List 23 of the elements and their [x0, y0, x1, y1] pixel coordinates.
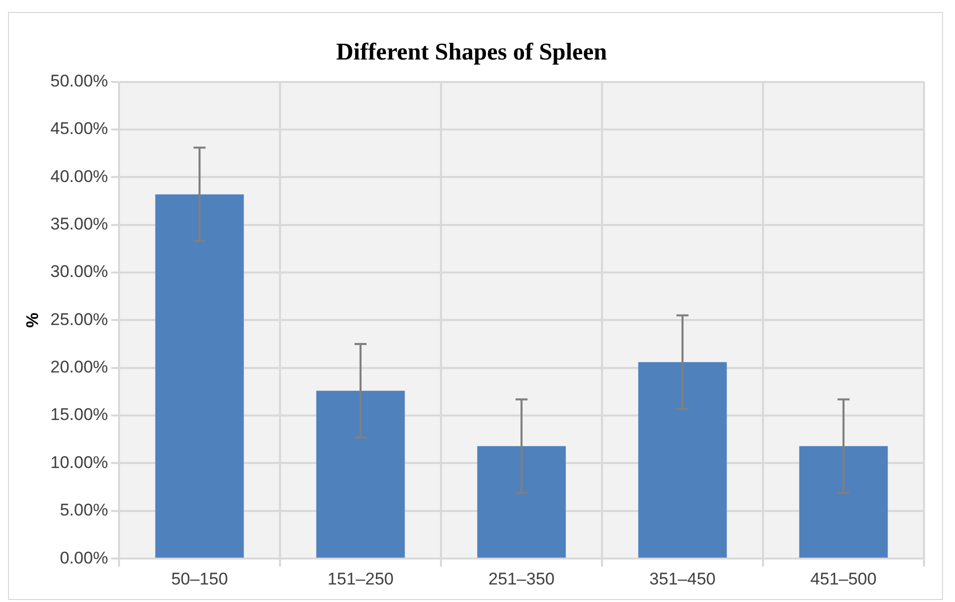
y-axis-title: % [22, 312, 42, 328]
y-tick-label: 25.00% [50, 310, 108, 329]
bar [799, 446, 888, 558]
bar [477, 446, 566, 558]
chart-title: Different Shapes of Spleen [336, 40, 607, 66]
y-tick-label: 45.00% [50, 119, 108, 138]
x-tick-label: 451–500 [810, 569, 877, 588]
y-tick-label: 5.00% [60, 500, 108, 520]
x-tick-label: 351–450 [649, 569, 716, 588]
x-tick-label: 50–150 [171, 569, 228, 588]
bar [316, 390, 405, 558]
y-tick-label: 35.00% [50, 214, 108, 234]
x-tick-label: 151–250 [327, 569, 394, 588]
y-tick-label: 20.00% [50, 358, 108, 377]
y-tick-label: 50.00% [50, 71, 108, 90]
bar [638, 362, 727, 558]
y-tick-label: 40.00% [50, 166, 108, 186]
y-tick-label: 10.00% [50, 452, 108, 472]
bar [155, 194, 244, 558]
y-tick-label: 0.00% [60, 548, 108, 568]
y-tick-label: 30.00% [50, 262, 108, 282]
x-tick-label: 251–350 [488, 569, 555, 588]
y-tick-label: 15.00% [50, 405, 108, 424]
